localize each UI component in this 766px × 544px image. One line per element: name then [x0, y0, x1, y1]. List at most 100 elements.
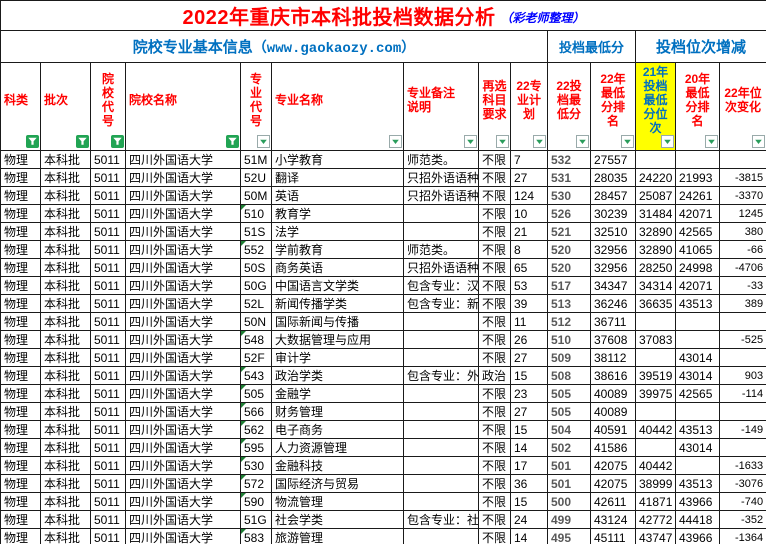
- cell-plan-2022[interactable]: 26: [510, 330, 548, 349]
- filter-dropdown-icon[interactable]: [464, 135, 477, 148]
- cell-college-name[interactable]: 四川外国语大学: [125, 258, 241, 277]
- cell-college-code[interactable]: 5011: [90, 240, 126, 259]
- cell-college-code[interactable]: 5011: [90, 168, 126, 187]
- cell-rank-2021[interactable]: 28250: [635, 258, 676, 277]
- cell-major-name[interactable]: 小学教育: [271, 150, 404, 169]
- cell-subject-requirement[interactable]: 不限: [478, 492, 511, 511]
- cell-remark[interactable]: 师范类。: [403, 150, 479, 169]
- cell-min-score-2022[interactable]: 505: [547, 384, 591, 403]
- cell-subject[interactable]: 物理: [0, 150, 41, 169]
- cell-remark[interactable]: [403, 420, 479, 439]
- cell-major-name[interactable]: 物流管理: [271, 492, 404, 511]
- cell-college-code[interactable]: 5011: [90, 384, 126, 403]
- cell-college-name[interactable]: 四川外国语大学: [125, 240, 241, 259]
- cell-college-name[interactable]: 四川外国语大学: [125, 276, 241, 295]
- filter-applied-icon[interactable]: [76, 135, 89, 148]
- cell-rank-change-2022[interactable]: -66: [718, 240, 766, 259]
- cell-rank-2020[interactable]: 43014: [675, 438, 720, 457]
- cell-plan-2022[interactable]: 27: [510, 348, 548, 367]
- cell-batch[interactable]: 本科批: [40, 402, 91, 421]
- cell-subject[interactable]: 物理: [0, 312, 41, 331]
- cell-rank-2022[interactable]: 36246: [590, 294, 636, 313]
- cell-major-name[interactable]: 政治学类: [271, 366, 404, 385]
- cell-remark[interactable]: 师范类。: [403, 240, 479, 259]
- cell-subject-requirement[interactable]: 不限: [478, 420, 511, 439]
- cell-major-name[interactable]: 国际经济与贸易: [271, 474, 404, 493]
- cell-plan-2022[interactable]: 27: [510, 402, 548, 421]
- filter-dropdown-icon[interactable]: [621, 135, 634, 148]
- filter-dropdown-icon[interactable]: [533, 135, 546, 148]
- cell-college-code[interactable]: 5011: [90, 402, 126, 421]
- cell-min-score-2022[interactable]: 521: [547, 222, 591, 241]
- cell-min-score-2022[interactable]: 509: [547, 348, 591, 367]
- cell-rank-2022[interactable]: 42075: [590, 474, 636, 493]
- cell-subject[interactable]: 物理: [0, 222, 41, 241]
- cell-min-score-2022[interactable]: 512: [547, 312, 591, 331]
- cell-subject-requirement[interactable]: 不限: [478, 222, 511, 241]
- cell-rank-2021[interactable]: 25087: [635, 186, 676, 205]
- cell-remark[interactable]: [403, 402, 479, 421]
- cell-subject[interactable]: 物理: [0, 492, 41, 511]
- cell-major-code[interactable]: 50N: [240, 312, 272, 331]
- cell-college-name[interactable]: 四川外国语大学: [125, 348, 241, 367]
- cell-remark[interactable]: 只招外语语种: [403, 186, 479, 205]
- cell-rank-2021[interactable]: 39975: [635, 384, 676, 403]
- cell-rank-2022[interactable]: 32510: [590, 222, 636, 241]
- cell-subject-requirement[interactable]: 政治: [478, 366, 511, 385]
- cell-college-name[interactable]: 四川外国语大学: [125, 294, 241, 313]
- cell-subject[interactable]: 物理: [0, 438, 41, 457]
- cell-batch[interactable]: 本科批: [40, 492, 91, 511]
- cell-rank-change-2022[interactable]: 380: [718, 222, 766, 241]
- cell-subject[interactable]: 物理: [0, 474, 41, 493]
- cell-college-code[interactable]: 5011: [90, 492, 126, 511]
- cell-subject[interactable]: 物理: [0, 420, 41, 439]
- cell-batch[interactable]: 本科批: [40, 312, 91, 331]
- cell-college-code[interactable]: 5011: [90, 348, 126, 367]
- cell-plan-2022[interactable]: 15: [510, 366, 548, 385]
- cell-college-code[interactable]: 5011: [90, 510, 126, 529]
- cell-subject[interactable]: 物理: [0, 204, 41, 223]
- cell-min-score-2022[interactable]: 531: [547, 168, 591, 187]
- cell-subject[interactable]: 物理: [0, 366, 41, 385]
- cell-rank-2020[interactable]: [675, 150, 720, 169]
- cell-major-name[interactable]: 财务管理: [271, 402, 404, 421]
- cell-rank-change-2022[interactable]: -3370: [718, 186, 766, 205]
- cell-rank-change-2022[interactable]: -149: [718, 420, 766, 439]
- cell-college-name[interactable]: 四川外国语大学: [125, 186, 241, 205]
- cell-rank-2020[interactable]: 21993: [675, 168, 720, 187]
- cell-major-name[interactable]: 审计学: [271, 348, 404, 367]
- cell-rank-2020[interactable]: 43014: [675, 348, 720, 367]
- cell-major-code[interactable]: 552: [240, 240, 272, 259]
- cell-remark[interactable]: 包含专业：汉: [403, 276, 479, 295]
- cell-major-name[interactable]: 电子商务: [271, 420, 404, 439]
- cell-batch[interactable]: 本科批: [40, 150, 91, 169]
- cell-rank-2020[interactable]: 24261: [675, 186, 720, 205]
- cell-college-code[interactable]: 5011: [90, 456, 126, 475]
- cell-rank-change-2022[interactable]: -740: [718, 492, 766, 511]
- cell-subject-requirement[interactable]: 不限: [478, 294, 511, 313]
- cell-college-code[interactable]: 5011: [90, 438, 126, 457]
- cell-rank-2021[interactable]: 32890: [635, 240, 676, 259]
- cell-remark[interactable]: [403, 312, 479, 331]
- cell-rank-2022[interactable]: 32956: [590, 258, 636, 277]
- cell-rank-2022[interactable]: 30239: [590, 204, 636, 223]
- cell-batch[interactable]: 本科批: [40, 276, 91, 295]
- cell-rank-2020[interactable]: 43966: [675, 528, 720, 544]
- cell-rank-change-2022[interactable]: -525: [718, 330, 766, 349]
- cell-batch[interactable]: 本科批: [40, 384, 91, 403]
- cell-rank-change-2022[interactable]: [718, 402, 766, 421]
- cell-subject-requirement[interactable]: 不限: [478, 330, 511, 349]
- cell-batch[interactable]: 本科批: [40, 456, 91, 475]
- cell-rank-2021[interactable]: 39519: [635, 366, 676, 385]
- cell-plan-2022[interactable]: 14: [510, 438, 548, 457]
- cell-major-code[interactable]: 52U: [240, 168, 272, 187]
- cell-college-code[interactable]: 5011: [90, 294, 126, 313]
- cell-plan-2022[interactable]: 11: [510, 312, 548, 331]
- cell-remark[interactable]: [403, 204, 479, 223]
- cell-college-code[interactable]: 5011: [90, 528, 126, 544]
- cell-batch[interactable]: 本科批: [40, 168, 91, 187]
- cell-subject-requirement[interactable]: 不限: [478, 276, 511, 295]
- cell-subject-requirement[interactable]: 不限: [478, 186, 511, 205]
- cell-min-score-2022[interactable]: 499: [547, 510, 591, 529]
- cell-major-name[interactable]: 英语: [271, 186, 404, 205]
